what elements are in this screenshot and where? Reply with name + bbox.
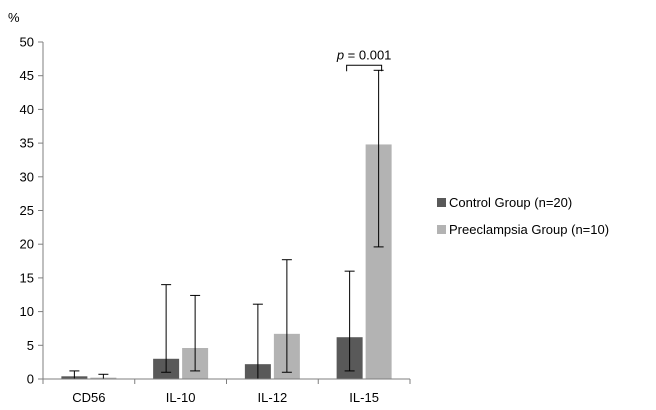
y-axis-ticks: 0 5 10 15 20 25 30 35 40 45 50 xyxy=(20,35,43,387)
y-tick-label: 20 xyxy=(20,237,34,252)
error-bars xyxy=(69,69,384,380)
p-value: = 0.001 xyxy=(344,47,391,62)
x-category-label: CD56 xyxy=(72,390,105,405)
y-tick-label: 0 xyxy=(27,372,34,387)
axes xyxy=(42,42,411,384)
y-tick-label: 50 xyxy=(20,35,34,50)
y-tick-label: 40 xyxy=(20,102,34,117)
y-tick-label: 15 xyxy=(20,270,34,285)
y-tick-label: 30 xyxy=(20,169,34,184)
y-tick-label: 5 xyxy=(27,338,34,353)
p-value-label: p = 0.001 xyxy=(336,47,392,62)
y-tick-label: 45 xyxy=(20,68,34,83)
x-axis-category-labels: CD56 IL-10 IL-12 IL-15 xyxy=(72,390,379,405)
y-tick-label: 35 xyxy=(20,136,34,151)
x-category-label: IL-10 xyxy=(166,390,196,405)
p-symbol: p xyxy=(336,47,344,62)
legend-label: Preeclampsia Group (n=10) xyxy=(449,222,609,237)
y-axis-label: % xyxy=(8,10,20,25)
y-tick-label: 25 xyxy=(20,203,34,218)
legend-label: Control Group (n=20) xyxy=(449,195,572,210)
significance-bracket xyxy=(346,64,383,72)
legend: Control Group (n=20) Preeclampsia Group (… xyxy=(437,195,609,237)
x-category-label: IL-12 xyxy=(258,390,288,405)
significance-annotation: p = 0.001 xyxy=(336,47,392,72)
legend-swatch xyxy=(437,198,446,207)
y-tick-label: 10 xyxy=(20,304,34,319)
x-category-label: IL-15 xyxy=(349,390,379,405)
legend-swatch xyxy=(437,225,446,234)
bars xyxy=(61,144,392,379)
